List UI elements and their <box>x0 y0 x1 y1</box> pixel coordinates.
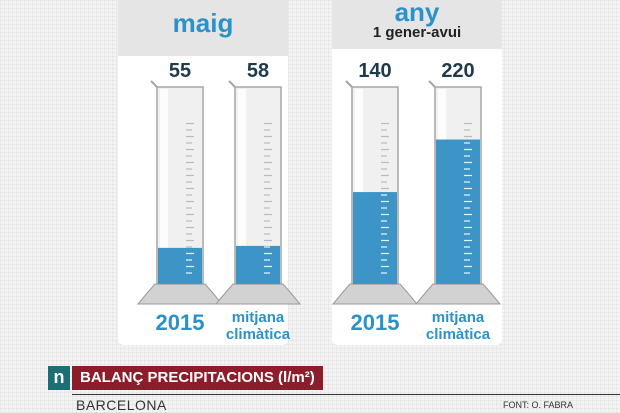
bar-g0-b1 <box>236 245 280 284</box>
footer-city: BARCELONA <box>76 397 167 413</box>
category-label-g1-b0: 2015 <box>351 310 400 335</box>
footer-divider <box>72 394 620 395</box>
cylinder-base-g0-b0 <box>136 283 224 305</box>
panel-yearly-title: any <box>394 0 440 27</box>
bar-g1-b1 <box>436 139 480 284</box>
value-label-g0-b0: 55 <box>169 60 191 82</box>
value-label-g0-b1: 58 <box>247 60 269 82</box>
cylinder-spout-g1-b0 <box>345 80 353 88</box>
cylinder-spout-g1-b1 <box>428 80 436 88</box>
panel-yearly-subtitle: 1 gener-avui <box>372 24 462 41</box>
bar-g1-b0 <box>353 192 397 284</box>
cylinder-highlight-g1-b0 <box>355 89 363 282</box>
value-label-g1-b1: 220 <box>441 60 474 82</box>
panel-yearly-header: any 1 gener-avui <box>332 0 502 49</box>
category-label-g0-b0: 2015 <box>156 310 205 335</box>
cylinder-highlight-g0-b1 <box>238 89 246 282</box>
panel-monthly-header: maig <box>118 0 288 56</box>
cylinder-base-g1-b0 <box>331 283 419 305</box>
cylinder-highlight-g0-b0 <box>160 89 168 282</box>
rain-gauge-chart: 55 2015 58 mitjana climàtica 140 2015 220 mitjan… <box>136 60 502 343</box>
cylinder-base-g1-b1 <box>414 283 502 305</box>
footer-source: FONT: O. FABRA <box>503 400 574 410</box>
bar-g0-b0 <box>158 247 202 284</box>
category-label-g1-b1: mitjana climàtica <box>426 309 491 343</box>
cylinder-spout-g0-b1 <box>228 80 236 88</box>
category-label-g0-b1: mitjana climàtica <box>226 309 291 343</box>
value-label-g1-b0: 140 <box>358 60 391 82</box>
n-logo-badge: n <box>48 366 70 390</box>
cylinder-spout-g0-b0 <box>150 80 158 88</box>
footer-title: BALANÇ PRECIPITACIONS (l/m²) <box>72 366 323 390</box>
cylinder-base-g0-b1 <box>214 283 302 305</box>
panel-monthly-title: maig <box>172 8 234 38</box>
